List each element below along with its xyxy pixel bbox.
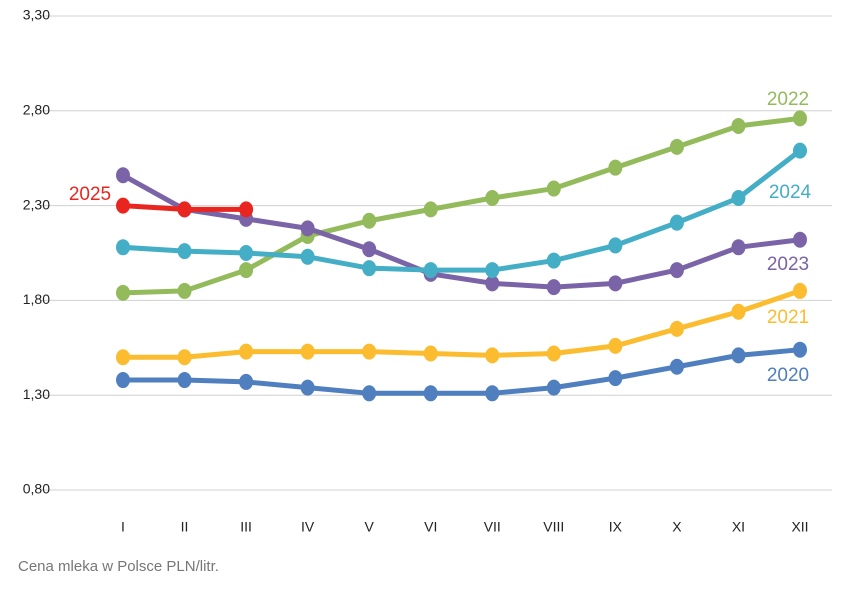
data-point	[669, 358, 684, 375]
series-label: 2024	[769, 182, 812, 203]
series-line	[123, 347, 801, 396]
data-point	[485, 347, 500, 364]
data-point	[793, 142, 807, 159]
data-point	[423, 345, 438, 362]
series-label: 2021	[767, 307, 809, 328]
data-point	[116, 239, 130, 256]
x-tick-label: XII	[791, 519, 808, 535]
data-point	[423, 262, 438, 279]
data-point	[731, 239, 746, 256]
data-point	[546, 180, 561, 197]
data-point	[793, 231, 807, 248]
data-point	[669, 262, 684, 279]
x-tick-label: X	[672, 519, 682, 535]
data-point	[608, 337, 623, 354]
data-point	[485, 385, 500, 402]
series-label: 2025	[69, 184, 111, 205]
x-tick-label: IX	[609, 519, 623, 535]
data-point	[485, 190, 500, 207]
data-point	[239, 262, 254, 279]
data-point	[116, 197, 130, 214]
y-tick-label: 3,30	[23, 7, 50, 23]
data-point	[116, 167, 130, 184]
data-point	[239, 201, 254, 218]
data-point	[177, 201, 192, 218]
series-label: 2020	[767, 365, 809, 386]
data-point	[362, 385, 377, 402]
data-point	[608, 237, 623, 254]
data-point	[793, 341, 807, 358]
data-point	[731, 303, 746, 320]
series-line	[122, 148, 802, 273]
data-point	[546, 279, 561, 296]
data-point	[177, 372, 192, 389]
data-point	[731, 190, 746, 207]
x-tick-label: VI	[424, 519, 437, 535]
data-point	[239, 373, 254, 390]
data-point	[485, 275, 500, 292]
data-point	[116, 349, 130, 366]
series-label: 2022	[767, 89, 809, 110]
data-point	[423, 385, 438, 402]
data-point	[669, 138, 684, 155]
data-point	[731, 347, 746, 364]
data-point	[362, 212, 377, 229]
y-tick-label: 2,30	[23, 196, 50, 212]
y-tick-label: 1,30	[23, 386, 50, 402]
x-tick-label: XI	[732, 519, 745, 535]
x-tick-label: VIII	[543, 519, 564, 535]
data-point	[608, 370, 623, 387]
data-point	[546, 379, 561, 396]
data-point	[485, 262, 500, 279]
series-label: 2023	[767, 254, 809, 275]
data-point	[362, 260, 377, 277]
data-point	[362, 241, 377, 258]
data-point	[300, 248, 315, 265]
x-tick-label: II	[181, 519, 189, 535]
data-point	[239, 245, 254, 261]
x-tick-label: IV	[301, 519, 315, 535]
data-point	[608, 275, 623, 292]
x-tick-label: VII	[484, 519, 501, 535]
y-tick-label: 0,80	[23, 481, 50, 497]
data-point	[731, 117, 746, 134]
data-point	[669, 214, 684, 231]
data-point	[793, 282, 807, 299]
data-point	[300, 343, 315, 360]
x-tick-label: V	[365, 519, 375, 535]
data-point	[608, 159, 623, 176]
data-point	[362, 343, 377, 360]
data-point	[116, 284, 130, 301]
y-tick-label: 2,80	[23, 102, 50, 118]
data-point	[546, 252, 561, 269]
data-point	[177, 282, 192, 299]
data-point	[239, 343, 254, 360]
data-point	[300, 220, 315, 237]
series-line	[121, 173, 801, 290]
caption: Cena mleka w Polsce PLN/litr.	[18, 558, 219, 575]
data-point	[423, 201, 438, 218]
data-point	[793, 110, 807, 127]
x-tick-label: III	[240, 519, 252, 535]
data-point	[116, 372, 130, 389]
x-tick-label: I	[121, 519, 125, 535]
data-point	[546, 345, 561, 362]
series-line	[123, 288, 801, 360]
series-line	[122, 115, 801, 296]
data-point	[669, 320, 684, 337]
y-tick-label: 1,80	[23, 291, 50, 307]
data-point	[177, 243, 192, 260]
data-point	[300, 379, 315, 396]
data-point	[177, 349, 192, 366]
